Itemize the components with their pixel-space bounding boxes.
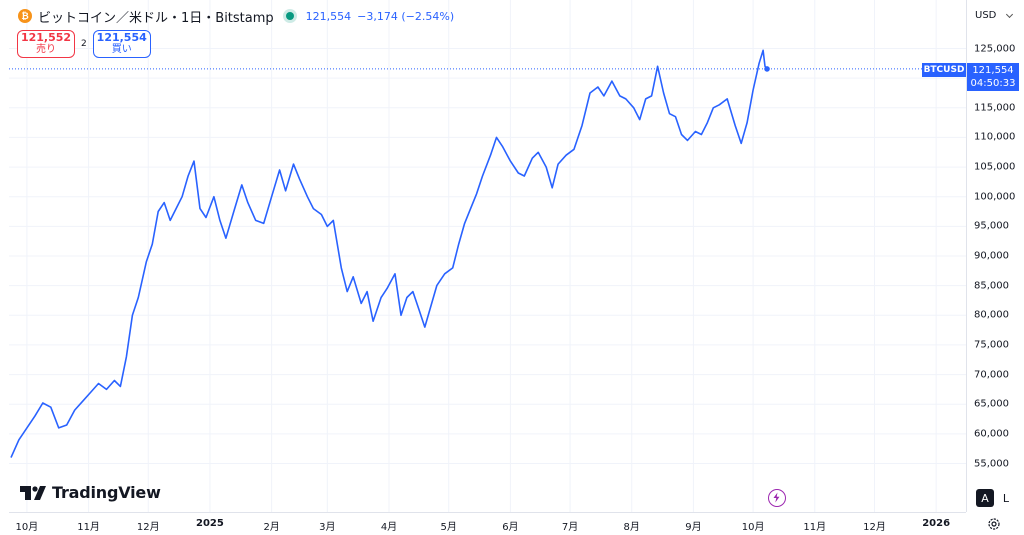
lightning-icon [773, 492, 780, 503]
time-tick: 2025 [196, 518, 224, 529]
chart-grid [9, 0, 966, 512]
price-tick: 75,000 [974, 339, 1009, 351]
price-tick: 105,000 [974, 161, 1016, 173]
price-tick: 85,000 [974, 280, 1009, 292]
sell-price: 121,552 [20, 31, 72, 44]
time-tick: 6月 [502, 522, 519, 533]
price-tick: 90,000 [974, 250, 1009, 262]
price-tick: 100,000 [974, 191, 1016, 203]
time-tick: 2026 [922, 518, 951, 529]
sell-label: 売り [36, 44, 56, 55]
time-tick: 11月 [803, 522, 827, 533]
symbol-title[interactable]: ビットコイン／米ドル・1日・Bitstamp [38, 10, 274, 26]
time-tick: 9月 [685, 522, 702, 533]
time-tick: 10月 [15, 522, 39, 533]
price-change-value: −3,174 (−2.54%) [357, 9, 455, 23]
time-tick: 10月 [741, 522, 765, 533]
price-chart[interactable] [9, 0, 966, 512]
trade-buttons: 121,552 売り 2 121,554 買い [17, 30, 151, 58]
time-scale[interactable] [9, 512, 966, 535]
price-tick: 125,000 [974, 43, 1016, 54]
tradingview-logo-icon [20, 485, 46, 500]
price-tick: 115,000 [974, 102, 1016, 114]
time-tick: 7月 [561, 522, 579, 533]
event-marker[interactable] [768, 489, 786, 507]
time-tick: 2月 [263, 522, 280, 533]
price-tick: 60,000 [974, 428, 1009, 440]
time-tick: 12月 [136, 522, 160, 533]
auto-scale-button[interactable]: A [976, 489, 994, 507]
brand-name: TradingView [52, 483, 161, 502]
current-price-label: 121,554 04:50:33 [967, 63, 1019, 91]
price-tick: 65,000 [974, 398, 1009, 410]
price-tick: 95,000 [974, 220, 1009, 232]
bar-countdown: 04:50:33 [970, 78, 1016, 89]
symbol-price-label: BTCUSD [922, 63, 966, 77]
price-tick: 110,000 [974, 131, 1016, 143]
time-tick: 4月 [380, 522, 398, 533]
btcusd-price-line [10, 49, 768, 458]
symbol-header[interactable]: ₿ ビットコイン／米ドル・1日・Bitstamp 121,554 −3,174 … [18, 6, 454, 26]
gear-icon[interactable] [987, 517, 1001, 531]
time-tick: 8月 [623, 522, 640, 533]
price-tick: 70,000 [974, 369, 1009, 381]
buy-button[interactable]: 121,554 買い [92, 30, 151, 58]
last-price-value: 121,554 [305, 9, 352, 23]
tradingview-logo[interactable]: TradingView [20, 483, 161, 502]
log-scale-button[interactable]: L [1002, 491, 1010, 505]
current-price-value: 121,554 [972, 65, 1014, 76]
last-price-dot [764, 66, 770, 72]
time-tick: 5月 [440, 522, 457, 533]
currency-select[interactable]: USD [970, 5, 1018, 25]
time-tick: 11月 [77, 522, 100, 533]
bitcoin-icon: ₿ [18, 9, 32, 23]
buy-price: 121,554 [96, 31, 147, 44]
price-tick: 55,000 [974, 458, 1009, 469]
time-tick: 3月 [319, 522, 336, 533]
price-scale[interactable] [966, 0, 1024, 512]
time-tick: 12月 [863, 522, 886, 533]
sell-button[interactable]: 121,552 売り [17, 30, 75, 58]
price-tick: 80,000 [974, 309, 1009, 321]
spread-value: 2 [81, 39, 87, 49]
buy-label: 買い [111, 44, 132, 55]
market-status-icon[interactable] [285, 12, 294, 20]
